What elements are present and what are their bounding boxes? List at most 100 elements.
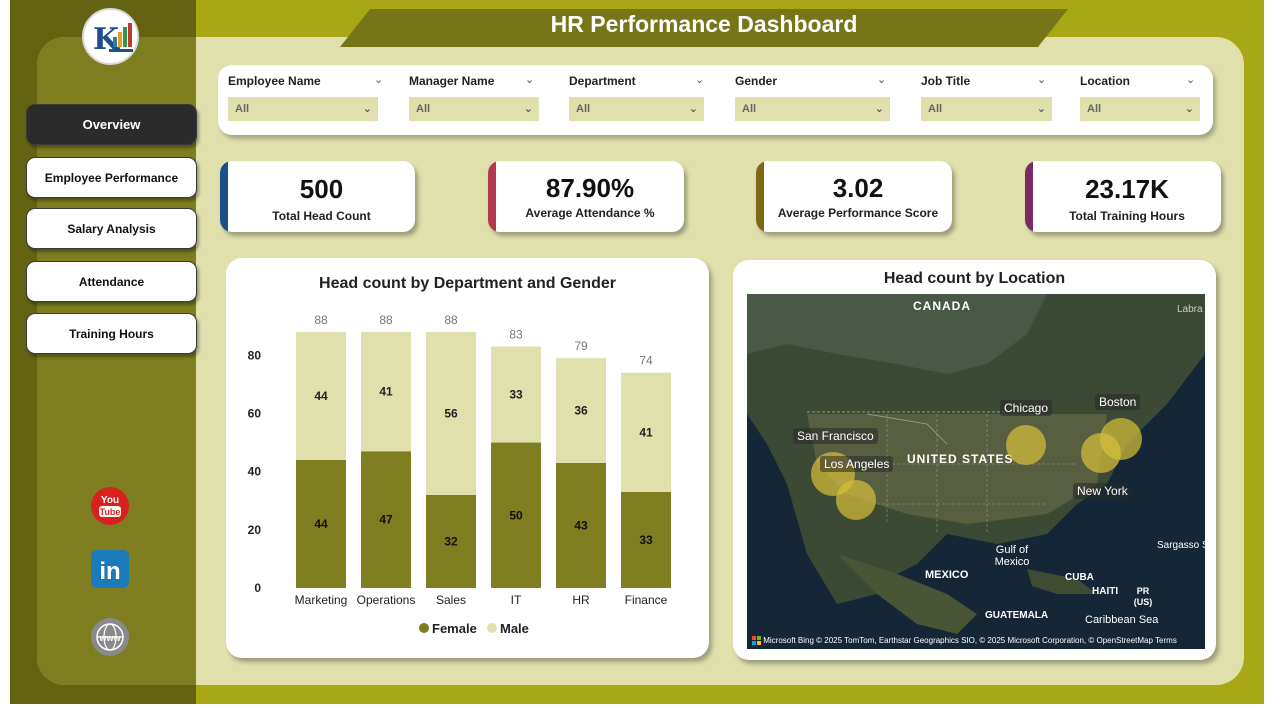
y-tick-label: 60	[248, 406, 262, 420]
bar-segment-male[interactable]	[556, 358, 606, 463]
kpi-accent	[488, 161, 496, 232]
bar-segment-female[interactable]	[556, 462, 606, 588]
legend-label: Male	[500, 621, 529, 636]
chevron-down-icon: ⌄	[362, 103, 372, 115]
bar-segment-female[interactable]	[426, 494, 476, 588]
bar-data-label: 32	[444, 534, 458, 548]
bar-total-label: 88	[314, 313, 328, 327]
kpi-value: 23.17K	[1085, 174, 1169, 204]
bar-total-label: 74	[639, 354, 653, 368]
chevron-down-icon: ⌄	[874, 103, 884, 115]
chevron-down-icon: ⌄	[523, 103, 533, 115]
page-title: HR Performance Dashboard	[550, 11, 858, 37]
city-label: Los Angeles	[820, 456, 894, 472]
svg-text:Tube: Tube	[100, 507, 121, 517]
kpi-accent	[756, 161, 764, 232]
filter-select[interactable]: All ⌄	[1080, 97, 1200, 121]
kpi-accent	[220, 161, 228, 232]
bar-data-label: 50	[509, 508, 523, 522]
bar-data-label: 33	[639, 533, 653, 547]
kpi-value: 500	[299, 174, 344, 204]
bar-segment-female[interactable]	[621, 492, 671, 588]
bar-data-label: 36	[574, 404, 588, 418]
filter-select[interactable]: All ⌄	[735, 97, 890, 121]
microsoft-logo-icon	[752, 636, 761, 645]
svg-text:in: in	[99, 558, 120, 585]
bar-segment-male[interactable]	[621, 372, 671, 492]
linkedin-icon[interactable]: in	[90, 549, 130, 589]
map-region-label: PR (US)	[1133, 586, 1153, 607]
nav-salary-analysis[interactable]: Salary Analysis	[26, 208, 197, 249]
map-region-label: GUATEMALA	[985, 610, 1049, 621]
bar-data-label: 44	[314, 517, 328, 531]
filter-manager-name: Manager Name ⌄ All ⌄	[409, 73, 539, 121]
x-tick-label: Operations	[357, 593, 416, 607]
nav-attendance[interactable]: Attendance	[26, 261, 197, 302]
chevron-down-icon[interactable]: ⌄	[1037, 74, 1047, 86]
chevron-down-icon[interactable]: ⌄	[877, 74, 887, 86]
y-tick-label: 40	[248, 465, 262, 479]
bar-segment-male[interactable]	[296, 332, 346, 460]
map-region-label: Sargasso Sea	[1157, 540, 1205, 551]
map-bubble-new-york[interactable]	[1081, 433, 1121, 473]
map-region-label: UNITED STATES	[907, 452, 1014, 466]
filter-select[interactable]: All ⌄	[569, 97, 704, 121]
filter-select[interactable]: All ⌄	[921, 97, 1052, 121]
city-label: San Francisco	[793, 428, 878, 444]
filter-value: All	[576, 103, 591, 115]
x-tick-label: Finance	[625, 593, 668, 607]
bar-segment-male[interactable]	[426, 332, 476, 495]
company-logo: K	[82, 8, 139, 65]
filter-select[interactable]: All ⌄	[228, 97, 378, 121]
nav-employee-performance[interactable]: Employee Performance	[26, 157, 197, 198]
nav-label: Attendance	[78, 274, 145, 289]
filter-select[interactable]: All ⌄	[409, 97, 539, 121]
kpi-label: Average Attendance %	[525, 206, 655, 220]
filter-department: Department ⌄ All ⌄	[569, 73, 705, 121]
location-map[interactable]: CANADA UNITED STATES Gulf of Mexico MEXI…	[747, 294, 1205, 649]
bar-segment-female[interactable]	[491, 442, 541, 588]
x-tick-label: HR	[572, 593, 590, 607]
nav-label: Employee Performance	[44, 170, 179, 185]
bar-segment-female[interactable]	[296, 460, 346, 588]
bar-data-label: 47	[379, 513, 393, 527]
bar-total-label: 88	[444, 313, 458, 327]
kpi-card-attendance: 87.90% Average Attendance %	[488, 161, 684, 232]
chevron-down-icon[interactable]: ⌄	[525, 74, 535, 86]
title-banner	[340, 9, 1068, 47]
youtube-icon[interactable]: You Tube	[90, 486, 130, 526]
map-region-label: Labra	[1177, 304, 1203, 315]
x-tick-label: Sales	[436, 593, 466, 607]
nav-label: Overview	[82, 117, 141, 132]
chevron-down-icon[interactable]: ⌄	[374, 74, 384, 86]
bar-segment-male[interactable]	[491, 346, 541, 443]
kpi-card-head-count: 500 Total Head Count	[220, 161, 415, 232]
map-bubble-chicago[interactable]	[1006, 425, 1046, 465]
svg-text:www: www	[98, 633, 121, 643]
filter-job-title: Job Title ⌄ All ⌄	[921, 73, 1052, 121]
chevron-down-icon[interactable]: ⌄	[1186, 74, 1196, 86]
map-bubble-los-angeles[interactable]	[836, 480, 876, 520]
bar-total-label: 83	[509, 328, 523, 342]
kpi-label: Total Training Hours	[1069, 209, 1185, 223]
filter-location: Location ⌄ All ⌄	[1080, 73, 1200, 121]
chevron-down-icon[interactable]: ⌄	[695, 74, 705, 86]
map-title: Head count by Location	[883, 270, 1066, 287]
nav-training-hours[interactable]: Training Hours	[26, 313, 197, 354]
bar-segment-female[interactable]	[361, 451, 411, 588]
map-region-label: Caribbean Sea	[1085, 614, 1159, 626]
filter-label: Employee Name	[228, 74, 321, 88]
x-tick-label: IT	[511, 593, 522, 607]
nav-overview[interactable]: Overview	[26, 104, 197, 145]
x-tick-label: Marketing	[295, 593, 348, 607]
bar-total-label: 79	[574, 339, 588, 353]
chart-title: Head count by Department and Gender	[319, 275, 616, 292]
bar-segment-male[interactable]	[361, 332, 411, 452]
website-globe-icon[interactable]: www	[90, 617, 130, 657]
map-credit-text[interactable]: © 2025 TomTom, Earthstar Geographics SIO…	[816, 635, 1177, 645]
filter-label: Location	[1080, 74, 1130, 88]
kpi-accent	[1025, 161, 1033, 232]
y-tick-label: 80	[248, 348, 262, 362]
chart-card-department-gender: Head count by Department and Gender 0 20 4…	[226, 258, 709, 658]
bar-data-label: 56	[444, 406, 458, 420]
